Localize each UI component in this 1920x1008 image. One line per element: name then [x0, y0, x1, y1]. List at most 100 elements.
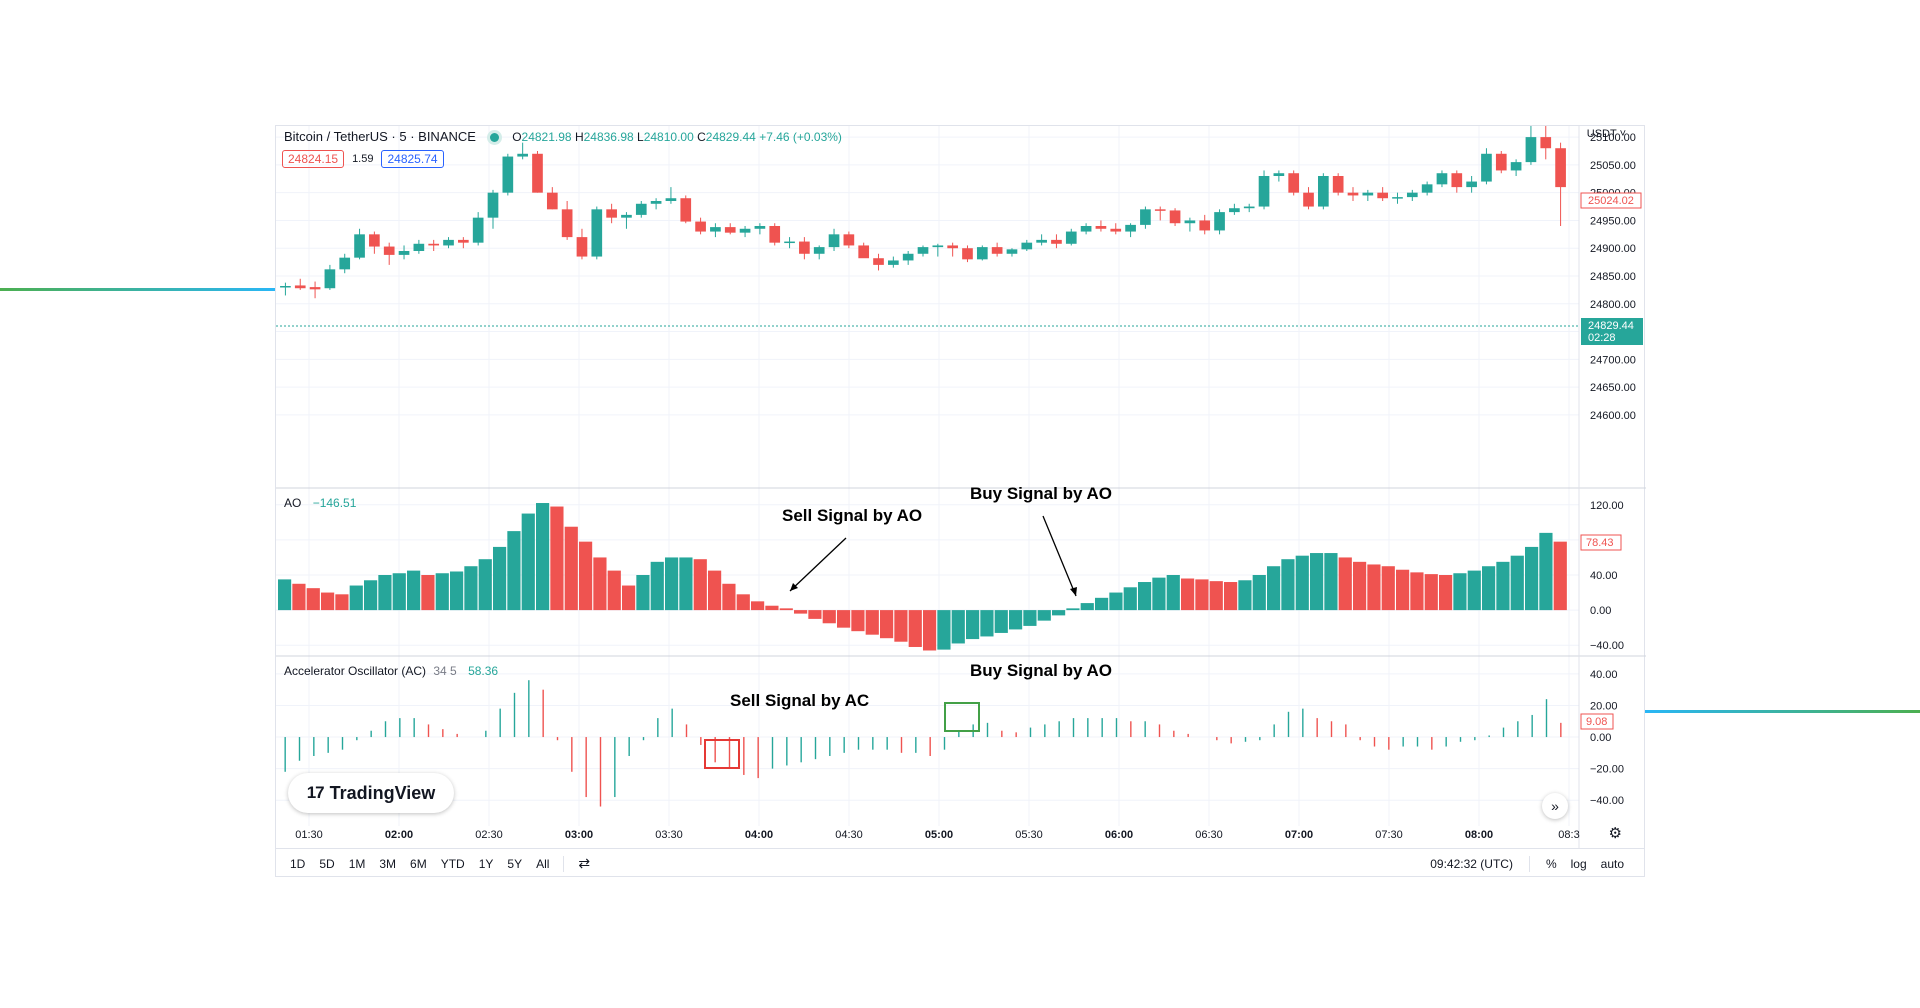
- gear-icon[interactable]: ⚙: [1608, 825, 1622, 842]
- toolbar-divider: [563, 855, 565, 872]
- price-tick-label: 24600.00: [1590, 410, 1636, 422]
- candle-body: [309, 287, 321, 290]
- ao-bar: [851, 610, 865, 632]
- timezone-clock[interactable]: 09:42:32 (UTC): [1430, 856, 1513, 871]
- candle-body: [398, 251, 410, 255]
- ao-bar: [1166, 575, 1180, 611]
- range-button[interactable]: 1D: [290, 856, 306, 871]
- buy-signal-ao-label-2: Buy Signal by AO: [970, 661, 1113, 680]
- ao-bar: [1553, 541, 1567, 611]
- ao-bar: [478, 559, 492, 611]
- time-tick-label: 04:00: [745, 829, 773, 841]
- goto-date-icon[interactable]: ⇄: [578, 855, 591, 871]
- candle-body: [517, 153, 528, 157]
- buy-price-button[interactable]: 24825.74: [381, 150, 444, 168]
- ao-bar: [808, 610, 822, 619]
- candle-body: [383, 246, 395, 255]
- range-button[interactable]: YTD: [440, 856, 465, 871]
- time-tick-label: 07:00: [1285, 829, 1313, 841]
- symbol-legend[interactable]: Bitcoin / TetherUS · 5 · BINANCE O24821.…: [284, 129, 842, 144]
- ao-bar: [622, 585, 636, 611]
- range-button[interactable]: All: [536, 856, 550, 871]
- candle-body: [947, 245, 958, 249]
- scroll-to-realtime-icon[interactable]: »: [1542, 793, 1568, 819]
- ao-bar: [1453, 573, 1467, 611]
- ao-bar: [1224, 582, 1238, 611]
- time-tick-label: 05:00: [925, 829, 953, 841]
- ao-bar: [693, 559, 707, 611]
- candle-body: [680, 198, 692, 222]
- time-tick-label: 08:00: [1465, 829, 1493, 841]
- ohlc-values: O24821.98 H24836.98 L24810.00 C24829.44 …: [512, 130, 842, 144]
- tradingview-mark-icon: 17: [306, 783, 325, 802]
- candle-body: [1377, 192, 1388, 199]
- ao-bar: [349, 585, 363, 611]
- ao-bar: [951, 610, 965, 644]
- candle-body: [1125, 224, 1136, 232]
- auto-scale-button[interactable]: auto: [1600, 856, 1624, 871]
- ac-histogram: [284, 680, 1562, 807]
- ao-histogram: [278, 503, 1567, 651]
- range-button[interactable]: 1Y: [478, 856, 494, 871]
- range-button[interactable]: 5D: [319, 856, 335, 871]
- ao-bar: [1353, 561, 1367, 611]
- candle-body: [1421, 184, 1433, 193]
- candle-body: [828, 234, 840, 248]
- spread-value: 1.59: [352, 153, 374, 165]
- chart-frame[interactable]: 25100.0025050.0025000.0024950.0024900.00…: [275, 125, 1646, 877]
- sell-price-button[interactable]: 24824.15: [282, 150, 345, 168]
- ao-bar: [1267, 566, 1281, 611]
- candle-body: [1214, 212, 1225, 231]
- candle-body: [1065, 231, 1077, 244]
- log-scale-button[interactable]: log: [1570, 856, 1587, 871]
- candle-body: [1510, 162, 1522, 171]
- currency-selector[interactable]: USDT ˅: [1586, 128, 1626, 140]
- time-tick-label: 08:3: [1558, 829, 1579, 841]
- ao-bar: [923, 610, 937, 651]
- candle-body: [1495, 153, 1507, 171]
- range-button[interactable]: 1M: [348, 856, 366, 871]
- candle-body: [428, 243, 440, 246]
- candle-body: [294, 285, 306, 289]
- ao-legend[interactable]: AO −146.51: [284, 496, 356, 510]
- tradingview-logo[interactable]: 17 TradingView: [288, 773, 454, 813]
- ac-legend[interactable]: Accelerator Oscillator (AC) 34 5 58.36: [284, 664, 498, 678]
- ao-bar: [1496, 561, 1510, 611]
- ao-bar: [751, 601, 765, 611]
- time-tick-label: 07:30: [1375, 829, 1403, 841]
- ao-bar: [550, 506, 564, 611]
- chart-canvas[interactable]: 25100.0025050.0025000.0024950.0024900.00…: [276, 126, 1646, 848]
- time-tick-label: 06:00: [1105, 829, 1133, 841]
- range-button[interactable]: 6M: [410, 856, 427, 871]
- symbol-title[interactable]: Bitcoin / TetherUS · 5 · BINANCE: [284, 129, 476, 144]
- range-button[interactable]: 3M: [379, 856, 397, 871]
- high-price-marker-text: 25024.02: [1588, 195, 1634, 207]
- ao-bar: [278, 579, 292, 611]
- change-value: +7.46 (+0.03%): [759, 130, 842, 144]
- sell-ao-arrowhead: [790, 583, 798, 591]
- ao-bar: [980, 610, 994, 637]
- time-tick-label: 05:30: [1015, 829, 1043, 841]
- time-tick-label: 01:30: [295, 829, 323, 841]
- range-button[interactable]: 5Y: [507, 856, 523, 871]
- percent-scale-button[interactable]: %: [1545, 856, 1557, 871]
- candle-body: [843, 234, 855, 246]
- ao-bar: [1482, 566, 1496, 611]
- time-axis-labels: 01:30 02:00 02:30 03:00 03:30 04:00 04:30 05:00…: [295, 829, 1579, 841]
- high-value: 24836.98: [583, 130, 634, 144]
- ao-bar: [536, 503, 550, 611]
- candle-body: [487, 192, 499, 218]
- candle-body: [799, 241, 810, 254]
- candle-body: [769, 226, 781, 243]
- candle-body: [1525, 137, 1537, 163]
- candle-body: [976, 247, 988, 260]
- ac-tick-label: 0.00: [1590, 732, 1611, 744]
- candle-body: [1021, 242, 1033, 250]
- candle-body: [932, 245, 944, 248]
- candle-body: [813, 247, 825, 254]
- open-value: 24821.98: [521, 130, 572, 144]
- ao-bar: [378, 575, 392, 611]
- ac-axis-ticks: 40.00 20.00 0.00 −20.00 −40.00: [1590, 669, 1624, 807]
- price-tick-label: 24650.00: [1590, 382, 1636, 394]
